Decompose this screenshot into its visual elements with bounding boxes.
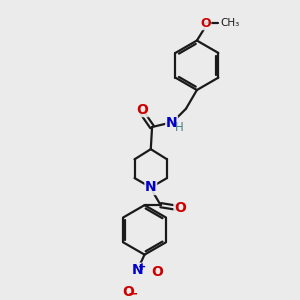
Text: O: O [152, 265, 163, 279]
Text: N: N [166, 116, 177, 130]
Text: O: O [122, 285, 134, 298]
Text: H: H [175, 121, 183, 134]
Text: O: O [136, 103, 148, 117]
Text: −: − [128, 288, 138, 300]
Text: N: N [131, 263, 143, 277]
Text: O: O [174, 201, 186, 215]
Text: O: O [200, 16, 211, 30]
Text: CH₃: CH₃ [220, 18, 240, 28]
Text: +: + [138, 262, 146, 272]
Text: N: N [145, 180, 157, 194]
